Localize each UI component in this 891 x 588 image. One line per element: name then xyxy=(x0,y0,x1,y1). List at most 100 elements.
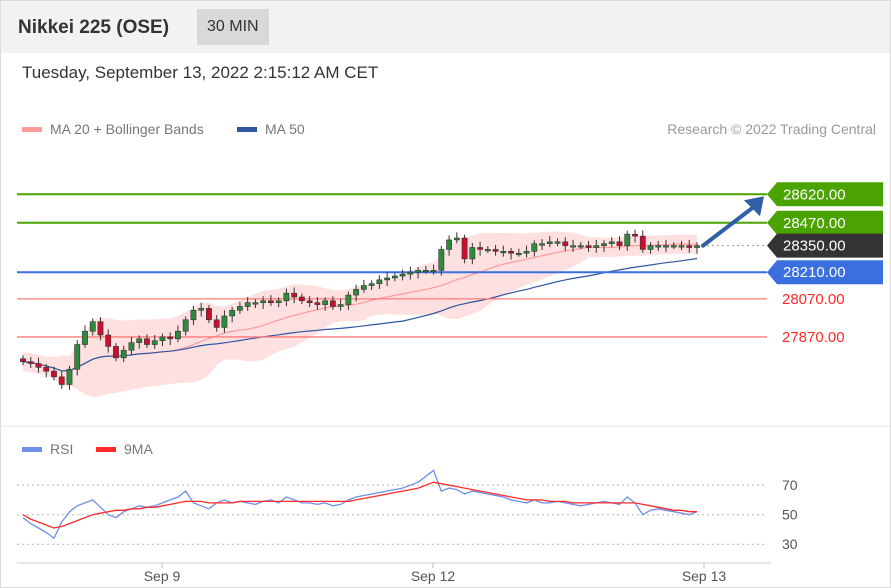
level-label-resistance: 28470.00 xyxy=(783,215,846,232)
candle xyxy=(306,296,313,308)
candle xyxy=(399,269,406,281)
candle xyxy=(376,275,383,289)
arrow-shaft xyxy=(701,206,754,248)
legend-9ma: 9MA xyxy=(96,441,153,457)
candle xyxy=(182,316,189,336)
level-label-support: 27870.00 xyxy=(782,329,845,346)
candle xyxy=(206,304,212,324)
candle xyxy=(237,301,243,314)
candle xyxy=(554,238,561,247)
candle xyxy=(190,305,197,326)
candle xyxy=(632,229,638,243)
candle xyxy=(577,242,584,250)
header-bar: Nikkei 225 (OSE) 30 MIN xyxy=(1,1,890,53)
rsi-tick-label: 30 xyxy=(782,536,798,552)
rsi-ma-line xyxy=(22,481,697,529)
legend-ma20: MA 20 + Bollinger Bands xyxy=(22,121,204,137)
candle xyxy=(639,230,646,253)
candle xyxy=(314,296,321,310)
candle xyxy=(484,245,491,253)
arrow-head xyxy=(744,196,764,217)
candle xyxy=(74,339,81,376)
candle xyxy=(298,293,305,305)
candle xyxy=(260,296,267,309)
candle xyxy=(384,272,391,287)
candle xyxy=(562,237,569,251)
candle xyxy=(469,242,476,265)
candle xyxy=(616,236,623,250)
candle xyxy=(670,242,677,250)
candle xyxy=(229,306,236,323)
timestamp: Tuesday, September 13, 2022 2:15:12 AM C… xyxy=(22,63,379,82)
candle xyxy=(368,280,375,290)
candle xyxy=(523,245,530,258)
bollinger-bands xyxy=(23,231,697,398)
ma9-swatch xyxy=(96,446,116,452)
candle xyxy=(120,345,127,363)
candle xyxy=(647,242,654,254)
level-label-resistance: 28620.00 xyxy=(783,186,846,203)
candle xyxy=(539,239,545,250)
candle xyxy=(244,296,251,311)
candle xyxy=(345,291,352,310)
candle xyxy=(252,299,259,309)
target-arrow xyxy=(701,196,764,248)
level-tag-last xyxy=(767,233,883,258)
rsi-panel: 70 50 30 xyxy=(17,469,798,552)
candle xyxy=(601,240,607,252)
candle xyxy=(144,334,150,348)
candlesticks xyxy=(20,229,700,390)
candle xyxy=(27,357,34,368)
rsi-tick-label: 50 xyxy=(782,507,798,523)
candle xyxy=(453,232,460,244)
candle xyxy=(353,284,360,302)
level-tag-resistance xyxy=(767,210,883,235)
candle xyxy=(151,335,158,349)
moving-averages xyxy=(22,243,698,372)
price-levels: 28620.00 28470.00 28350.00 28210.00 28070.00… xyxy=(17,182,883,346)
candle xyxy=(508,247,514,260)
x-axis: Sep 9 Sep 12 Sep 13 xyxy=(17,562,771,584)
candle xyxy=(89,318,96,336)
legend-rsi: RSI xyxy=(22,441,73,457)
candle xyxy=(337,298,344,311)
ma20-swatch xyxy=(22,126,42,132)
candle xyxy=(221,310,228,333)
rsi-tick-label: 70 xyxy=(782,477,798,493)
x-tick-label: Sep 12 xyxy=(411,568,456,584)
x-tick-label: Sep 13 xyxy=(682,568,727,584)
candle xyxy=(608,237,615,248)
candle xyxy=(500,245,507,257)
candle xyxy=(198,302,205,317)
candle xyxy=(531,240,538,257)
research-credit: Research © 2022 Trading Central xyxy=(667,121,876,137)
candle xyxy=(391,272,398,282)
ma50-label: MA 50 xyxy=(265,121,305,137)
ma50-line xyxy=(22,257,698,372)
candle xyxy=(446,235,452,256)
candle xyxy=(461,234,468,264)
candle xyxy=(35,357,42,373)
candle xyxy=(213,315,220,332)
candle xyxy=(113,343,119,362)
candle xyxy=(66,365,73,390)
candle xyxy=(329,296,336,310)
candle xyxy=(175,325,181,343)
instrument-title: Nikkei 225 (OSE) xyxy=(18,17,170,38)
candle xyxy=(515,248,522,257)
rsi-swatch xyxy=(22,446,42,452)
ma20-label: MA 20 + Bollinger Bands xyxy=(50,121,204,137)
candle xyxy=(136,335,143,349)
candle xyxy=(268,295,274,307)
candle xyxy=(159,333,166,347)
candle xyxy=(655,241,662,251)
candle xyxy=(624,230,631,251)
candle xyxy=(585,241,592,252)
level-tag-resistance xyxy=(767,182,883,207)
ma9-label: 9MA xyxy=(124,441,153,457)
timeframe-badge[interactable]: 30 MIN xyxy=(197,9,269,45)
candle xyxy=(128,336,135,356)
candle xyxy=(477,241,483,256)
x-tick-label: Sep 9 xyxy=(144,568,181,584)
